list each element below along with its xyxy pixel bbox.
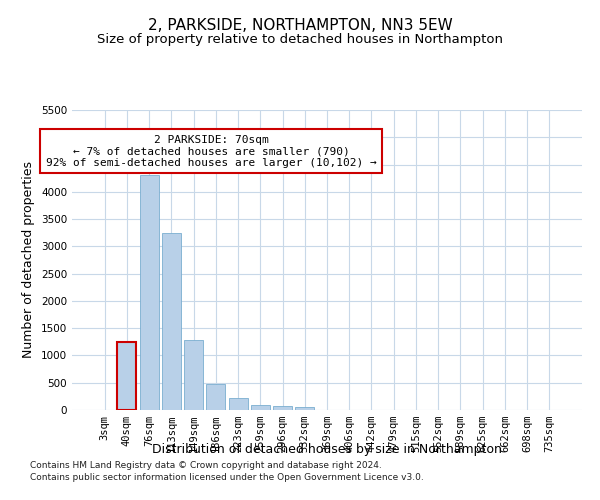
Bar (118, 342, 136, 410)
Bar (251, 404, 270, 410)
Text: Contains HM Land Registry data © Crown copyright and database right 2024.: Contains HM Land Registry data © Crown c… (30, 460, 382, 469)
Text: Size of property relative to detached houses in Northampton: Size of property relative to detached ho… (97, 32, 503, 46)
Y-axis label: Number of detached properties: Number of detached properties (22, 162, 35, 358)
Bar (295, 408, 314, 410)
Bar (229, 398, 248, 410)
Bar (140, 176, 158, 410)
Bar (206, 384, 225, 410)
Text: Contains public sector information licensed under the Open Government Licence v3: Contains public sector information licen… (30, 473, 424, 482)
Text: 2, PARKSIDE, NORTHAMPTON, NN3 5EW: 2, PARKSIDE, NORTHAMPTON, NN3 5EW (148, 18, 452, 32)
Bar (184, 340, 203, 410)
Bar (273, 406, 292, 410)
Text: Distribution of detached houses by size in Northampton: Distribution of detached houses by size … (152, 442, 502, 456)
Text: 2 PARKSIDE: 70sqm
← 7% of detached houses are smaller (790)
92% of semi-detached: 2 PARKSIDE: 70sqm ← 7% of detached house… (46, 134, 377, 168)
Bar (162, 232, 181, 410)
